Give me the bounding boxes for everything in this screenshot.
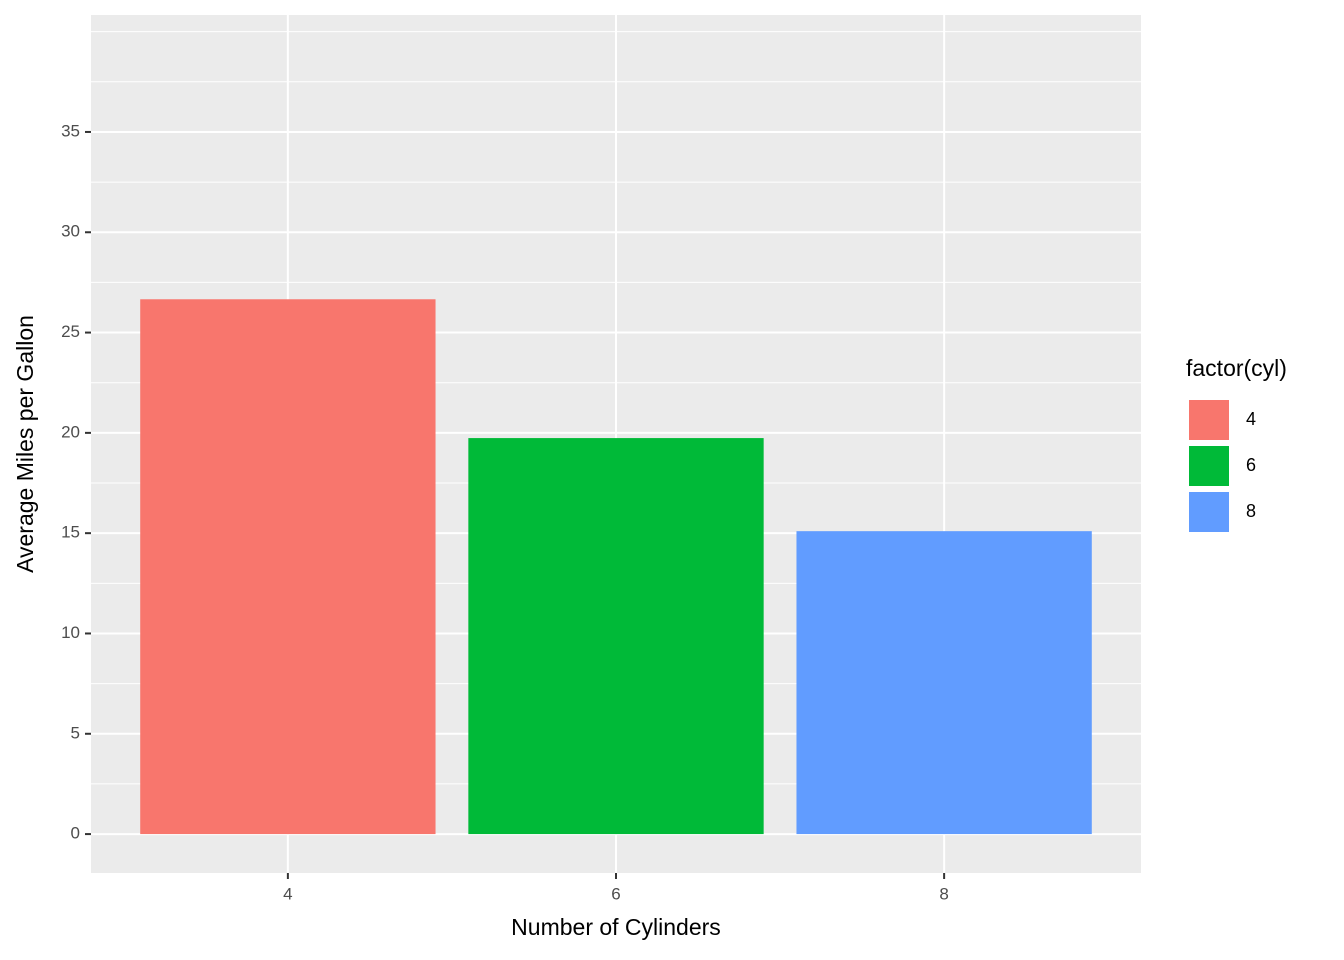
- bar: [796, 531, 1092, 835]
- y-tick-label: 5: [71, 723, 80, 742]
- x-tick-label: 8: [939, 884, 948, 903]
- y-axis-title: Average Miles per Gallon: [12, 315, 38, 573]
- y-tick-label: 25: [61, 322, 80, 341]
- legend-label: 4: [1246, 409, 1256, 429]
- legend-label: 8: [1246, 501, 1256, 521]
- y-tick-label: 20: [61, 422, 80, 441]
- legend-key: [1187, 490, 1231, 534]
- y-tick-label: 35: [61, 121, 80, 140]
- legend-label: 6: [1246, 455, 1256, 475]
- y-tick-label: 10: [61, 623, 80, 642]
- y-tick-label: 15: [61, 523, 80, 542]
- legend-title: factor(cyl): [1186, 355, 1287, 381]
- x-tick-label: 6: [611, 884, 620, 903]
- marks: [140, 299, 1092, 835]
- x-tick-label: 4: [283, 884, 292, 903]
- bar: [140, 299, 436, 835]
- y-tick-label: 30: [61, 222, 80, 241]
- bar: [468, 438, 764, 835]
- legend-key: [1187, 444, 1231, 488]
- legend-key: [1187, 398, 1231, 442]
- x-axis-title: Number of Cylinders: [511, 914, 721, 940]
- y-tick-label: 0: [71, 824, 80, 843]
